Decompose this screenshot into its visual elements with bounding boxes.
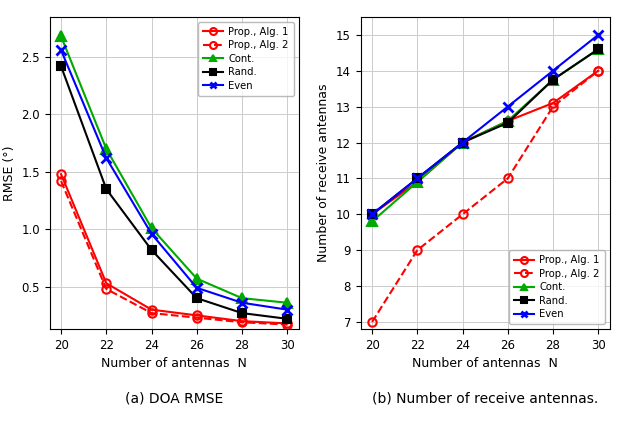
Y-axis label: RMSE (°): RMSE (°) [3,145,16,201]
Text: (b) Number of receive antennas.: (b) Number of receive antennas. [372,391,598,405]
Text: (a) DOA RMSE: (a) DOA RMSE [125,391,223,405]
X-axis label: Number of antennas  N: Number of antennas N [101,357,247,371]
Y-axis label: Number of receive antennas: Number of receive antennas [317,84,330,262]
X-axis label: Number of antennas  N: Number of antennas N [412,357,558,371]
Legend: Prop., Alg. 1, Prop., Alg. 2, Cont., Rand., Even: Prop., Alg. 1, Prop., Alg. 2, Cont., Ran… [198,22,294,96]
Legend: Prop., Alg. 1, Prop., Alg. 2, Cont., Rand., Even: Prop., Alg. 1, Prop., Alg. 2, Cont., Ran… [509,250,605,324]
